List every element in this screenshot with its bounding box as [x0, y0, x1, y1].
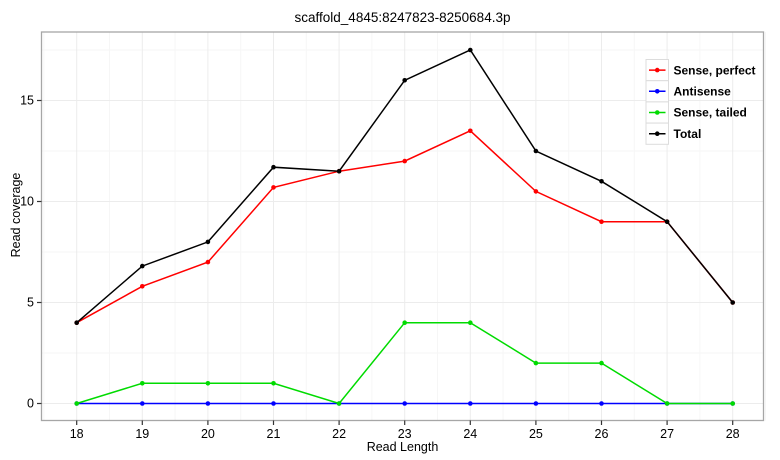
data-point [402, 320, 408, 326]
data-point [402, 401, 408, 406]
x-tick-label: 28 [726, 427, 740, 441]
x-tick-label: 22 [332, 427, 346, 441]
data-point [468, 47, 473, 53]
legend: Sense, perfect Antisense Sense, tailed Tota… [645, 59, 756, 145]
data-point [271, 164, 276, 170]
data-point [533, 401, 539, 406]
legend-entry-total: Total [645, 122, 702, 145]
y-tick-label: 0 [27, 397, 34, 411]
data-point [468, 401, 473, 406]
legend-key-marker [654, 110, 660, 115]
legend-label: Antisense [674, 85, 732, 99]
legend-key-marker [654, 89, 660, 94]
x-tick-label: 24 [463, 427, 477, 441]
data-point [468, 128, 473, 134]
legend-label: Total [674, 127, 702, 141]
legend-key-marker [654, 67, 660, 73]
x-tick-label: 23 [398, 427, 412, 441]
data-point [468, 320, 473, 326]
y-axis-title-text: Read coverage [9, 172, 23, 258]
legend-key-marker [654, 131, 660, 136]
data-point [664, 219, 670, 224]
data-point [271, 185, 276, 190]
chart-title: scaffold_4845:8247823-8250684.3p [294, 10, 511, 25]
plot-panel [41, 32, 764, 421]
data-point [402, 158, 408, 164]
data-point [402, 78, 408, 83]
panel-border [40, 31, 765, 422]
y-tick-label: 5 [27, 296, 34, 310]
data-point [205, 401, 211, 406]
x-tick-label: 21 [267, 427, 281, 441]
x-tick-label: 25 [529, 427, 543, 441]
series-total [74, 47, 735, 326]
x-axis-ticks: 18 19 20 21 22 23 24 25 26 27 28 [70, 420, 740, 441]
y-axis-ticks: 0 5 10 15 [20, 94, 42, 411]
data-point [140, 263, 145, 269]
data-point [74, 320, 79, 326]
data-point [533, 148, 539, 154]
data-point [140, 401, 145, 406]
legend-label: Sense, tailed [674, 106, 747, 120]
data-point [336, 168, 342, 174]
y-tick-label: 15 [20, 94, 34, 108]
data-point [271, 381, 276, 386]
series-sense-tailed [74, 320, 735, 406]
data-point [205, 239, 211, 245]
x-tick-label: 18 [70, 427, 84, 441]
data-point [599, 401, 604, 406]
data-point [599, 179, 604, 184]
data-point [271, 401, 276, 406]
gridlines-minor [41, 32, 766, 421]
data-point [140, 284, 145, 289]
x-tick-label: 27 [660, 427, 674, 441]
data-point [599, 219, 604, 224]
data-point [336, 401, 342, 406]
legend-entry-antisense: Antisense [645, 80, 732, 103]
x-axis-title: Read Length [366, 440, 439, 454]
data-point [205, 381, 211, 386]
data-point [140, 381, 145, 386]
data-point [533, 360, 539, 366]
x-tick-label: 19 [135, 427, 149, 441]
data-point [730, 401, 735, 406]
x-tick-label: 26 [595, 427, 609, 441]
data-point [205, 259, 211, 265]
legend-label: Sense, perfect [674, 63, 756, 77]
x-tick-label: 20 [201, 427, 215, 441]
data-point [74, 401, 79, 406]
data-point [533, 189, 539, 194]
data-point [664, 401, 670, 406]
data-point [599, 360, 604, 366]
y-tick-label: 10 [20, 195, 34, 209]
data-point [730, 300, 735, 305]
